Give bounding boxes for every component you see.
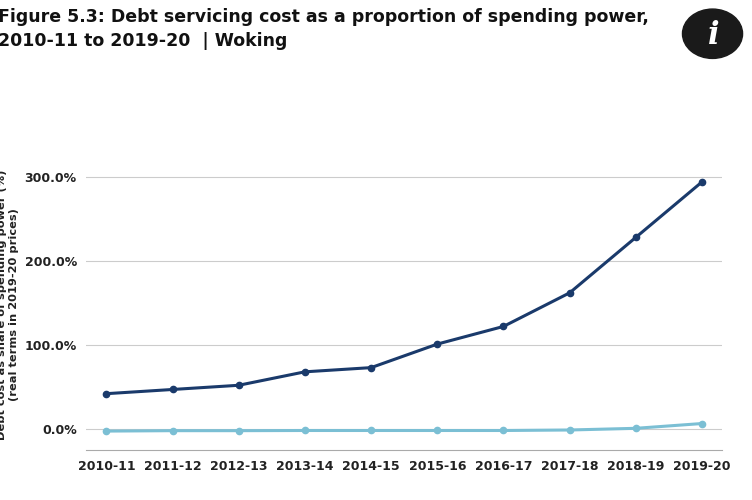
- Circle shape: [683, 9, 742, 58]
- Text: Figure 5.3: Debt servicing cost as a proportion of spending power,: Figure 5.3: Debt servicing cost as a pro…: [0, 8, 650, 26]
- Text: 2010-11 to 2019-20  | Woking: 2010-11 to 2019-20 | Woking: [0, 32, 288, 50]
- Text: i: i: [708, 20, 720, 51]
- Y-axis label: Debt cost as share of spending power (%)
(real terms in 2019-20 prices): Debt cost as share of spending power (%)…: [0, 170, 19, 440]
